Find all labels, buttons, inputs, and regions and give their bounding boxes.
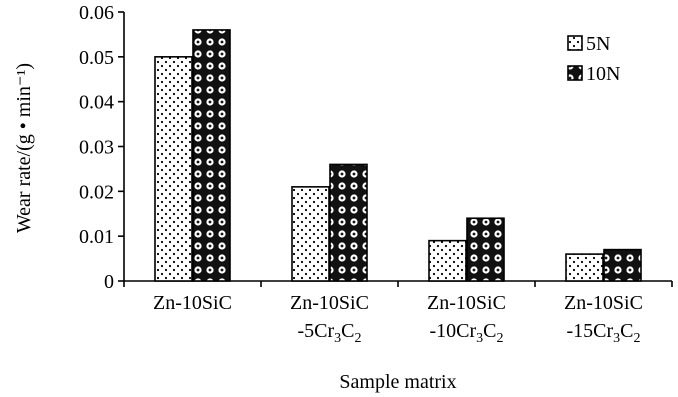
y-tick-label: 0.04 [79,92,114,114]
bar-10n-cat2 [329,163,368,282]
legend-swatch-10n [567,65,583,81]
legend-label-10n: 10N [586,63,620,85]
x-axis-title: Sample matrix [339,371,456,393]
y-tick-label: 0.02 [79,181,114,203]
y-tick-label: 0 [104,271,114,293]
x-category-label-line2: -5Cr3C2 [297,320,361,346]
bar-5n-cat1 [154,56,193,282]
bar-10n-cat3 [466,217,505,282]
bar-5n-cat4 [565,253,604,282]
x-category-label-line2: -10Cr3C2 [429,320,503,346]
legend: 5N 10N [567,33,620,85]
bar-10n-cat1 [192,29,231,282]
x-category-label: Zn-10SiC [153,292,232,314]
y-tick-label: 0.01 [79,226,114,248]
chart-marks: 0 0.01 0.02 0.03 0.04 0.05 0.06 Zn-10SiC Zn-10Si… [79,2,673,346]
y-tick-label: 0.06 [79,2,114,24]
x-category-label: Zn-10SiC [290,292,369,314]
legend-swatch-5n [567,35,583,51]
legend-label-5n: 5N [586,33,610,55]
bar-5n-cat3 [428,239,467,282]
bar-10n-cat4 [603,248,642,282]
y-axis-title: Wear rate/(g • min⁻¹) [13,63,35,233]
y-tick-label: 0.03 [79,137,114,159]
bar-5n-cat2 [291,186,330,282]
x-category-label: Zn-10SiC [427,292,506,314]
x-category-label: Zn-10SiC [564,292,643,314]
x-category-label-line2: -15Cr3C2 [566,320,640,346]
y-tick-label: 0.05 [79,47,114,69]
